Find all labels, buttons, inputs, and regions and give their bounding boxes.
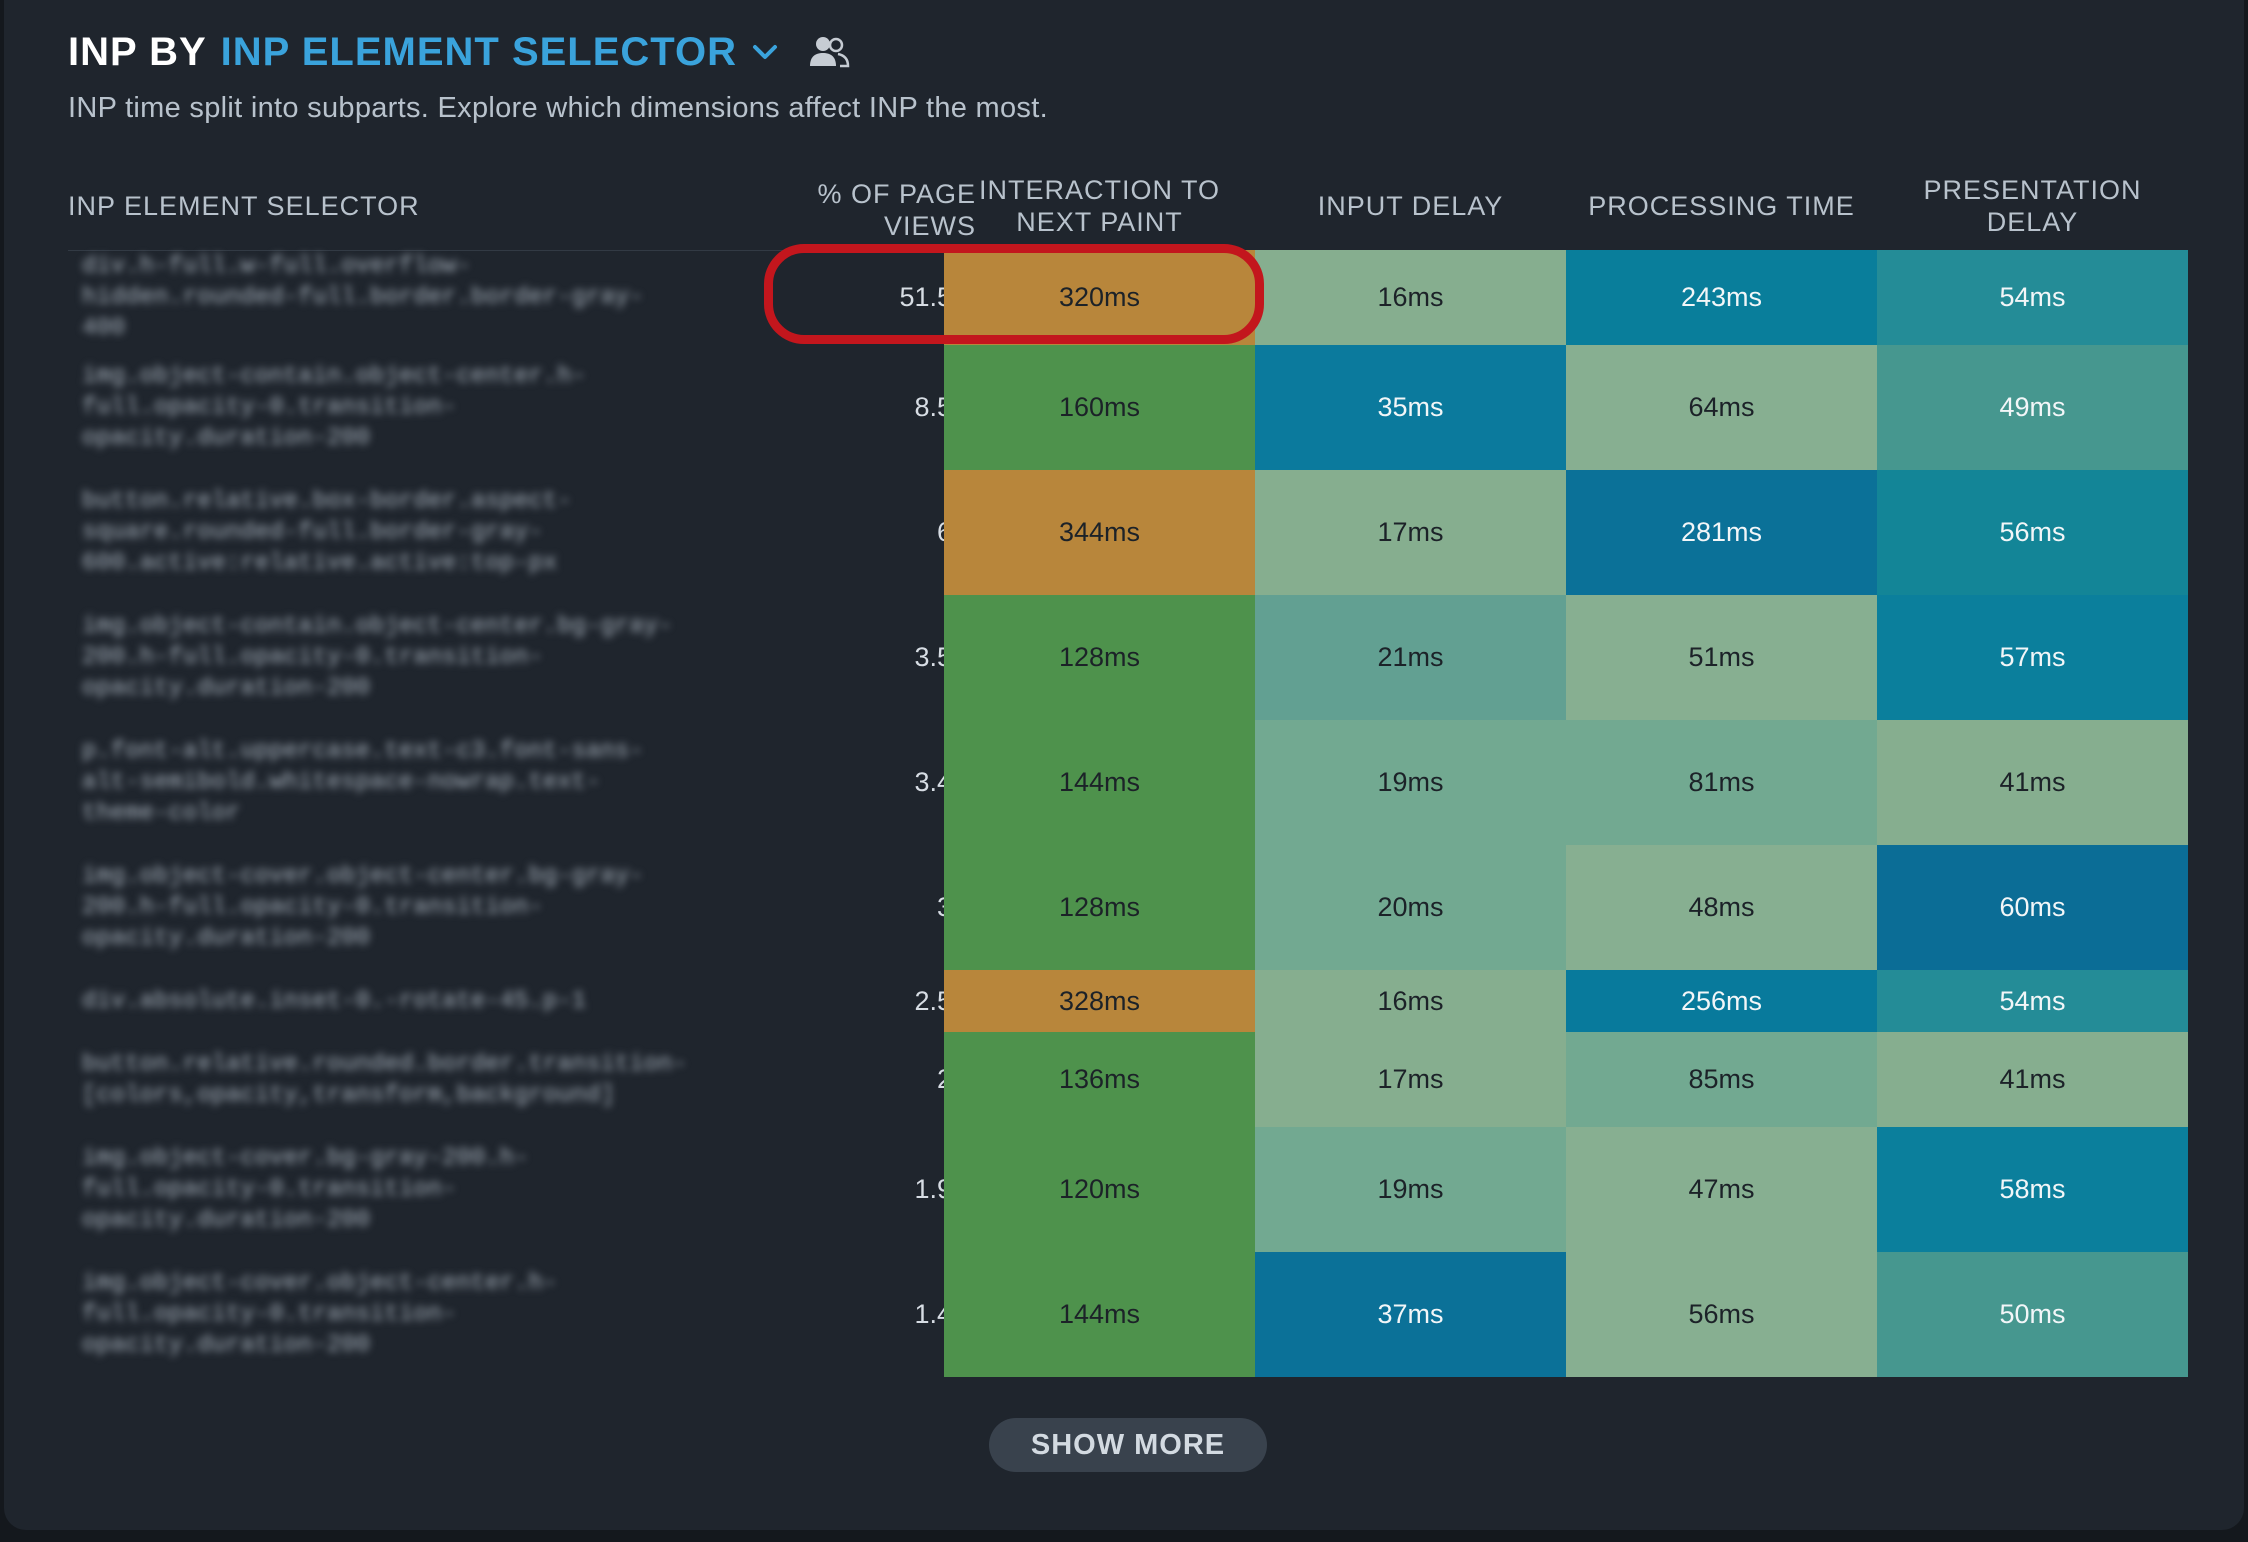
table-row[interactable]: img.object-cover.bg-gray-200.h-full.opac… bbox=[68, 1127, 2188, 1252]
row-selector: img.object-cover.object-center.h-full.op… bbox=[82, 1270, 558, 1359]
col-presentation-line2: DELAY bbox=[1986, 207, 2079, 237]
row-pageviews: 1.9% bbox=[668, 1127, 976, 1252]
row-presentation-delay-cell: 58ms bbox=[1877, 1127, 2188, 1252]
panel-subtitle: INP time split into subparts. Explore wh… bbox=[68, 92, 1048, 124]
row-pageviews: 3.5% bbox=[668, 595, 976, 720]
row-presentation-delay-cell: 54ms bbox=[1877, 250, 2188, 345]
table-row[interactable]: button.relative.box-border.aspect-square… bbox=[68, 470, 2188, 595]
row-inp-cell: 328ms bbox=[944, 970, 1255, 1032]
title-prefix: INP BY bbox=[68, 29, 207, 74]
row-input-delay-cell: 17ms bbox=[1255, 470, 1566, 595]
col-presentation-delay: PRESENTATION DELAY bbox=[1877, 174, 2188, 238]
row-inp-cell: 144ms bbox=[944, 1252, 1255, 1377]
row-processing-time-cell: 256ms bbox=[1566, 970, 1877, 1032]
row-pageviews: 2.5% bbox=[668, 970, 976, 1032]
table-row[interactable]: p.font-alt.uppercase.text-c3.font-sans-a… bbox=[68, 720, 2188, 845]
table-row[interactable]: div.h-full.w-full.overflow-hidden.rounde… bbox=[68, 250, 2188, 345]
row-presentation-delay-cell: 56ms bbox=[1877, 470, 2188, 595]
table-row[interactable]: img.object-contain.object-center.h-full.… bbox=[68, 345, 2188, 470]
row-input-delay-cell: 16ms bbox=[1255, 970, 1566, 1032]
col-inp: INTERACTION TO NEXT PAINT bbox=[944, 174, 1255, 238]
col-input-delay: INPUT DELAY bbox=[1317, 191, 1504, 221]
dimension-dropdown[interactable]: INP ELEMENT SELECTOR bbox=[220, 29, 738, 74]
row-input-delay-cell: 21ms bbox=[1255, 595, 1566, 720]
row-inp-cell: 136ms bbox=[944, 1032, 1255, 1127]
col-processing-time: PROCESSING TIME bbox=[1588, 191, 1855, 221]
row-inp-cell: 128ms bbox=[944, 595, 1255, 720]
row-processing-time-cell: 64ms bbox=[1566, 345, 1877, 470]
row-inp-cell: 128ms bbox=[944, 845, 1255, 970]
row-pageviews: 2% bbox=[668, 1032, 976, 1127]
row-presentation-delay-cell: 54ms bbox=[1877, 970, 2188, 1032]
row-presentation-delay-cell: 50ms bbox=[1877, 1252, 2188, 1377]
row-inp-cell: 120ms bbox=[944, 1127, 1255, 1252]
row-pageviews: 6% bbox=[668, 470, 976, 595]
row-processing-time-cell: 51ms bbox=[1566, 595, 1877, 720]
col-inp-line2: NEXT PAINT bbox=[1016, 207, 1183, 237]
row-pageviews: 3% bbox=[668, 845, 976, 970]
inp-panel: INP BY INP ELEMENT SELECTOR INP time spl… bbox=[4, 0, 2244, 1530]
row-selector: button.relative.box-border.aspect-square… bbox=[82, 488, 572, 577]
col-selector: INP ELEMENT SELECTOR bbox=[68, 191, 420, 221]
row-input-delay-cell: 19ms bbox=[1255, 1127, 1566, 1252]
row-selector: img.object-contain.object-center.bg-gray… bbox=[82, 613, 673, 702]
row-presentation-delay-cell: 60ms bbox=[1877, 845, 2188, 970]
row-processing-time-cell: 48ms bbox=[1566, 845, 1877, 970]
chevron-down-icon[interactable] bbox=[751, 38, 779, 66]
row-input-delay-cell: 35ms bbox=[1255, 345, 1566, 470]
row-presentation-delay-cell: 41ms bbox=[1877, 720, 2188, 845]
row-input-delay-cell: 37ms bbox=[1255, 1252, 1566, 1377]
row-selector: div.h-full.w-full.overflow-hidden.rounde… bbox=[82, 253, 644, 342]
row-selector: div.absolute.inset-0.-rotate-45.p-1 bbox=[82, 987, 587, 1015]
row-pageviews: 8.5% bbox=[668, 345, 976, 470]
row-presentation-delay-cell: 41ms bbox=[1877, 1032, 2188, 1127]
row-presentation-delay-cell: 49ms bbox=[1877, 345, 2188, 470]
show-more-button[interactable]: SHOW MORE bbox=[989, 1418, 1267, 1472]
row-inp-cell: 160ms bbox=[944, 345, 1255, 470]
table-header: INP ELEMENT SELECTOR % OF PAGE VIEWS INT… bbox=[68, 170, 2188, 251]
col-pageviews: % OF PAGE VIEWS bbox=[668, 178, 976, 242]
row-pageviews: 1.4% bbox=[668, 1252, 976, 1377]
row-inp-cell: 344ms bbox=[944, 470, 1255, 595]
table-row[interactable]: div.absolute.inset-0.-rotate-45.p-1 2.5%3… bbox=[68, 970, 2188, 1032]
row-inp-cell: 320ms bbox=[944, 250, 1255, 345]
row-processing-time-cell: 281ms bbox=[1566, 470, 1877, 595]
col-pageviews-line2: VIEWS bbox=[883, 211, 976, 241]
row-selector: p.font-alt.uppercase.text-c3.font-sans-a… bbox=[82, 738, 644, 827]
row-processing-time-cell: 47ms bbox=[1566, 1127, 1877, 1252]
row-input-delay-cell: 19ms bbox=[1255, 720, 1566, 845]
table-row[interactable]: img.object-cover.object-center.bg-gray-2… bbox=[68, 845, 2188, 970]
row-processing-time-cell: 81ms bbox=[1566, 720, 1877, 845]
users-icon[interactable] bbox=[807, 34, 851, 70]
row-processing-time-cell: 243ms bbox=[1566, 250, 1877, 345]
table-row[interactable]: img.object-cover.object-center.h-full.op… bbox=[68, 1252, 2188, 1377]
col-inp-line1: INTERACTION TO bbox=[978, 175, 1221, 205]
panel-title: INP BY INP ELEMENT SELECTOR bbox=[68, 24, 851, 80]
row-inp-cell: 144ms bbox=[944, 720, 1255, 845]
col-presentation-line1: PRESENTATION bbox=[1923, 175, 2142, 205]
row-selector: img.object-cover.object-center.bg-gray-2… bbox=[82, 863, 644, 952]
row-selector: button.relative.rounded.border.transitio… bbox=[82, 1050, 687, 1109]
row-input-delay-cell: 16ms bbox=[1255, 250, 1566, 345]
row-input-delay-cell: 20ms bbox=[1255, 845, 1566, 970]
table-row[interactable]: button.relative.rounded.border.transitio… bbox=[68, 1032, 2188, 1127]
row-input-delay-cell: 17ms bbox=[1255, 1032, 1566, 1127]
table-row[interactable]: img.object-contain.object-center.bg-gray… bbox=[68, 595, 2188, 720]
highlight-annotation bbox=[764, 244, 1264, 344]
row-presentation-delay-cell: 57ms bbox=[1877, 595, 2188, 720]
row-selector: img.object-cover.bg-gray-200.h-full.opac… bbox=[82, 1145, 529, 1234]
row-processing-time-cell: 56ms bbox=[1566, 1252, 1877, 1377]
row-selector: img.object-contain.object-center.h-full.… bbox=[82, 363, 587, 452]
row-processing-time-cell: 85ms bbox=[1566, 1032, 1877, 1127]
col-pageviews-line1: % OF PAGE bbox=[817, 179, 976, 209]
row-pageviews: 3.4% bbox=[668, 720, 976, 845]
